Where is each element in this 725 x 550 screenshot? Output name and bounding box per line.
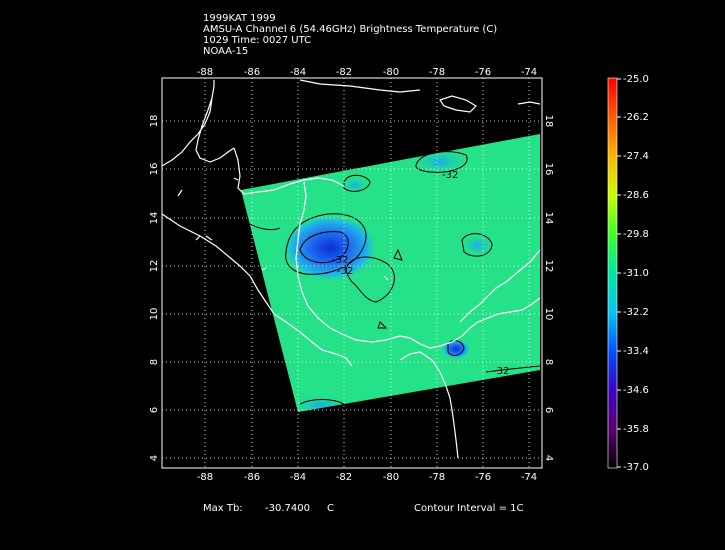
lon-label: -86: [244, 472, 260, 483]
contour-line: [345, 256, 395, 303]
contour-line: [299, 399, 345, 405]
latitude-labels-left: 18 16 14 12 10 8 6 4: [149, 115, 160, 462]
coastline-islands: [177, 177, 389, 281]
longitude-labels-bottom: -88 -86 -84 -82 -80 -78 -76 -74: [197, 472, 537, 483]
lat-label: 8: [149, 359, 160, 365]
contour-line: [245, 221, 281, 231]
contour-line: [461, 233, 493, 257]
contour-line: [285, 213, 367, 275]
coastline-colombia: [459, 249, 541, 323]
header-time: 1029 Time: 0027 UTC: [203, 35, 312, 46]
colorbar-label: -37.0: [623, 462, 649, 473]
max-tb-unit: C: [327, 503, 334, 514]
longitude-labels-top: -88 -86 -84 -82 -80 -78 -76 -74: [197, 67, 537, 78]
contour-line: [343, 174, 371, 192]
colorbar: -25.0 -26.2 -27.4 -28.6 -29.8 -31.0 -32.…: [607, 74, 649, 473]
lon-label: -80: [383, 472, 399, 483]
contour-label: -32: [337, 266, 353, 277]
header: 1999KAT 1999 AMSU-A Channel 6 (54.46GHz)…: [203, 13, 497, 57]
lon-label: -88: [197, 67, 213, 78]
lat-label: 12: [149, 260, 160, 273]
colorbar-label: -29.8: [623, 229, 649, 240]
contour-label: -32: [493, 366, 509, 377]
coastline-belize-honduras: [233, 147, 345, 195]
map-frame: [161, 77, 543, 469]
contour-label: -32: [332, 255, 348, 266]
contour-interval: Contour Interval = 1C: [414, 503, 524, 514]
lat-label: 4: [543, 455, 554, 461]
lon-label: -88: [197, 472, 213, 483]
colorbar-label: -34.6: [623, 385, 649, 396]
contour-line: [377, 321, 388, 329]
lon-label: -74: [521, 67, 537, 78]
colorbar-gradient: [607, 77, 618, 469]
max-tb-value: -30.7400: [265, 503, 310, 514]
lon-label: -84: [290, 67, 306, 78]
lon-label: -82: [336, 472, 352, 483]
lon-label: -86: [244, 67, 260, 78]
contour-lines: [245, 151, 541, 405]
colorbar-label: -32.2: [623, 307, 649, 318]
lat-label: 6: [543, 407, 554, 413]
lat-label: 8: [543, 359, 554, 365]
contour-line: [393, 248, 403, 261]
colorbar-label: -26.2: [623, 112, 649, 123]
lon-label: -82: [336, 67, 352, 78]
lon-label: -76: [475, 472, 491, 483]
lat-label: 6: [149, 407, 160, 413]
coastline-panama-south: [399, 351, 459, 459]
lon-label: -80: [383, 67, 399, 78]
colorbar-label: -31.0: [623, 268, 649, 279]
lon-label: -78: [429, 67, 445, 78]
lat-label: 16: [149, 163, 160, 176]
lon-label: -74: [521, 472, 537, 483]
graticule: [162, 78, 542, 468]
coastline-mexico-yucatan: [161, 80, 235, 167]
lat-label: 16: [543, 163, 554, 176]
header-satellite: NOAA-15: [203, 46, 249, 57]
lat-label: 10: [149, 308, 160, 321]
coastline-hispaniola: [517, 101, 541, 105]
contour-labels: -32 -32 -32 -32: [332, 170, 509, 377]
contour-label: -32: [442, 170, 458, 181]
header-title: 1999KAT 1999: [203, 13, 276, 24]
lon-label: -78: [429, 472, 445, 483]
coastline-central-america-pacific: [161, 213, 353, 367]
lat-label: 10: [543, 308, 554, 321]
lat-label: 18: [543, 115, 554, 128]
coastline-nicaragua-caribbean: [295, 181, 373, 343]
contour-line: [485, 365, 541, 373]
coastline-jamaica: [439, 95, 477, 113]
coastline-panama: [371, 297, 541, 349]
lon-label: -76: [475, 67, 491, 78]
colorbar-label: -27.4: [623, 151, 649, 162]
lat-label: 14: [149, 212, 160, 225]
lon-label: -84: [290, 472, 306, 483]
colorbar-label: -28.6: [623, 190, 649, 201]
colorbar-label: -25.0: [623, 74, 649, 85]
lat-label: 4: [149, 455, 160, 461]
coastlines: [161, 79, 541, 459]
header-product: AMSU-A Channel 6 (54.46GHz) Brightness T…: [203, 24, 498, 35]
lat-label: 18: [149, 115, 160, 128]
max-tb-label: Max Tb:: [203, 503, 243, 514]
lat-label: 14: [543, 212, 554, 225]
coastline-cuba: [299, 79, 421, 93]
contour-line: [299, 231, 349, 264]
colorbar-label: -33.4: [623, 346, 649, 357]
colorbar-label: -35.8: [623, 424, 649, 435]
lat-label: 12: [543, 260, 554, 273]
latitude-labels-right: 18 16 14 12 10 8 6 4: [543, 115, 554, 462]
